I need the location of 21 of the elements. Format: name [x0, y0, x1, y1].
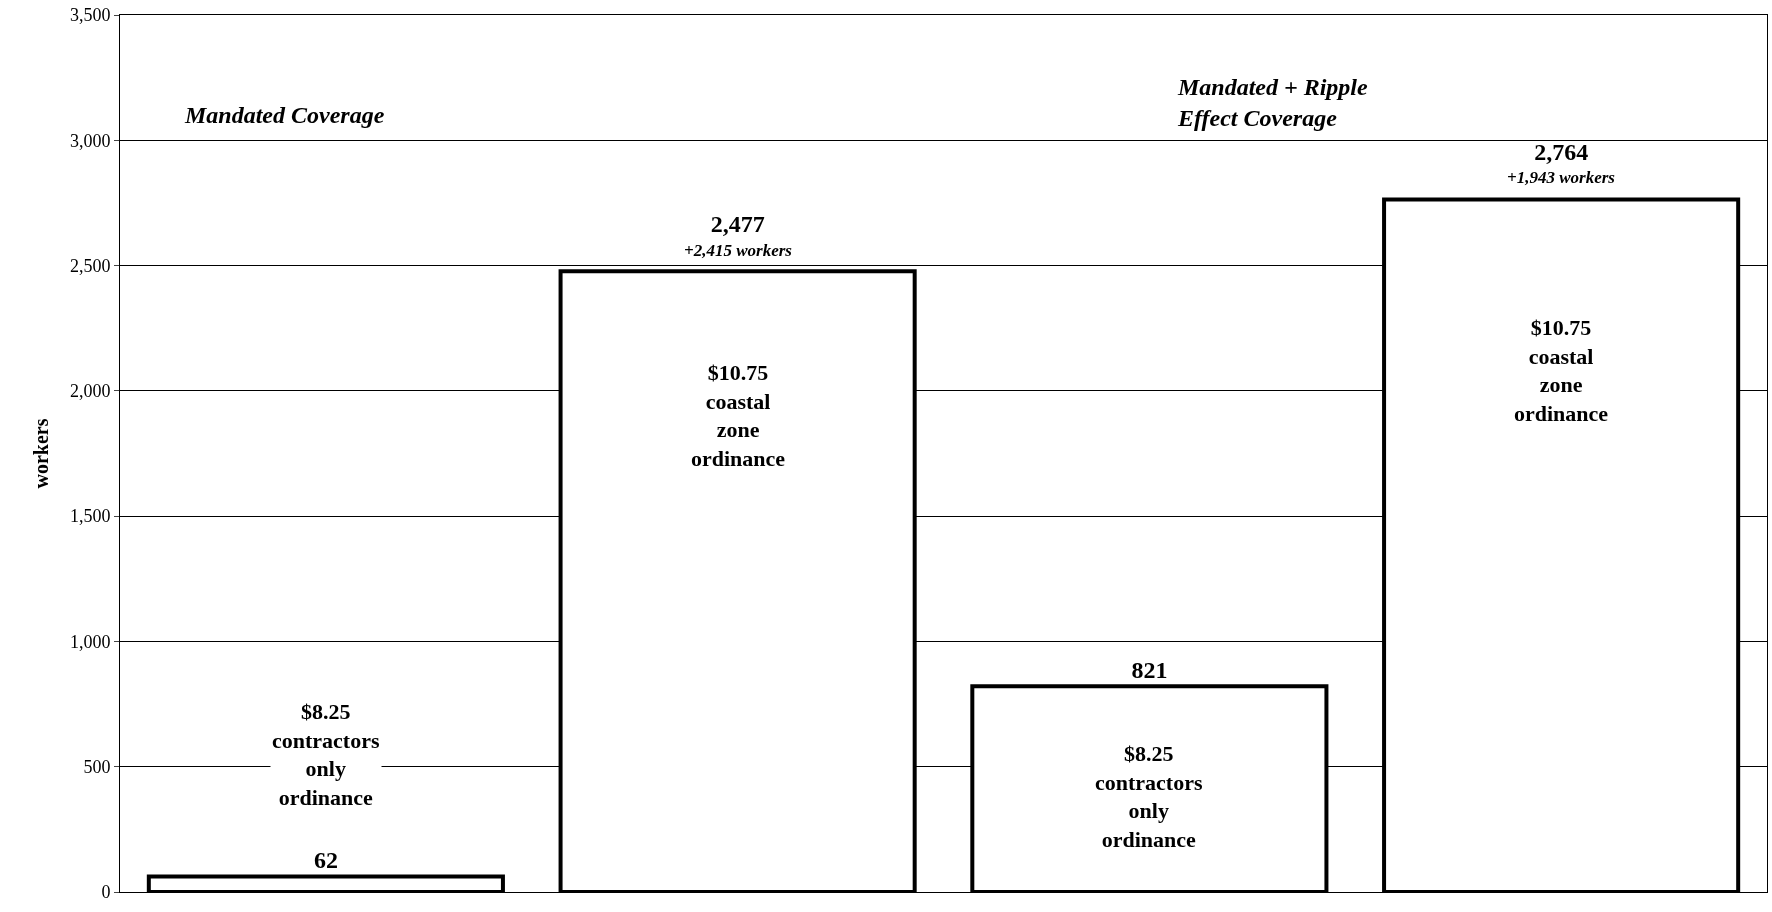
- annotation: Mandated Coverage: [184, 102, 385, 128]
- annotation: $10.75 coastal zone ordinance: [1514, 315, 1609, 426]
- annotation: Mandated + Ripple Effect Coverage: [1177, 74, 1369, 132]
- y-tick-label: 3,000: [69, 130, 111, 151]
- data-label: 62: [313, 847, 338, 874]
- y-tick-label: 2,000: [69, 381, 111, 402]
- annotation: $8.25 contractors only ordinance: [272, 699, 380, 810]
- y-tick-label: 2,500: [69, 255, 111, 276]
- y-tick-label: 1,500: [69, 506, 111, 527]
- annotation: +1,943 workers: [1507, 168, 1616, 187]
- y-axis-title: workers: [30, 418, 53, 489]
- data-label: 2,477: [710, 211, 765, 238]
- y-tick-label: 0: [101, 882, 111, 903]
- y-tick-label: 1,000: [69, 631, 111, 652]
- y-tick-label: 3,500: [69, 5, 111, 26]
- data-label: 2,764: [1534, 139, 1589, 166]
- annotation: $8.25 contractors only ordinance: [1095, 741, 1203, 852]
- annotation: +2,415 workers: [684, 241, 793, 260]
- data-label: 821: [1131, 657, 1168, 684]
- y-tick-label: 500: [83, 757, 111, 778]
- annotation: $10.75 coastal zone ordinance: [691, 360, 786, 471]
